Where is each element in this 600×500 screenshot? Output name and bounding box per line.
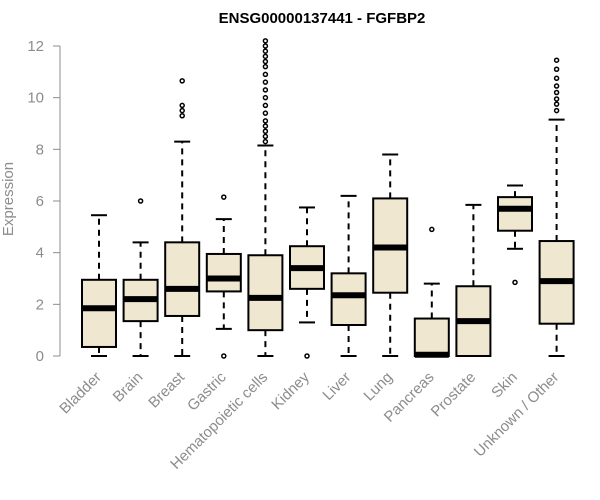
outlier-point [553,89,560,96]
outlier-point [262,58,269,65]
outlier-point [137,198,144,204]
x-tick-label: Breast [145,368,188,411]
outlier-point [262,118,269,124]
outlier-point [553,96,560,102]
box-group-lung [372,153,409,357]
iqr-box [81,278,117,348]
outlier-point [304,353,310,359]
outlier-point [262,53,269,60]
iqr-box [497,196,533,232]
outlier-point [262,87,269,93]
x-tick-label: Bladder [56,369,105,418]
y-tick-label: 12 [27,38,44,55]
y-tick-label: 10 [27,90,44,107]
outlier-point [262,102,269,109]
outlier-point [512,279,518,286]
x-tick-label: Kidney [268,368,313,413]
iqr-box [205,252,242,293]
outlier-point [262,71,269,78]
y-tick-label: 2 [36,296,44,313]
outlier-point [179,113,185,119]
outlier-point [262,123,269,129]
y-axis-title: Expression [0,162,17,236]
outlier-point [221,353,227,359]
y-tick-label: 6 [36,193,44,210]
box-group-unknown-other [538,57,575,357]
outlier-point [553,66,560,72]
iqr-box [164,241,201,317]
chart-title: ENSG00000137441 - FGFBP2 [219,10,426,27]
iqr-box [330,272,367,327]
outlier-point [262,79,269,85]
outlier-point [179,78,185,84]
outlier-point [262,138,269,145]
outlier-point [221,194,227,200]
outlier-point [429,226,435,233]
x-tick-label: Skin [488,369,521,402]
box-group-kidney [289,206,325,359]
outlier-point [553,57,560,63]
box-group-pancreas [413,226,450,358]
outlier-point [179,107,185,114]
box-group-liver [330,194,367,357]
outlier-point [262,43,269,49]
box-group-bladder [81,214,117,357]
outlier-point [262,63,269,70]
y-tick-label: 0 [36,348,44,365]
x-tick-label: Liver [319,369,354,404]
outlier-point [553,83,560,89]
outlier-point [262,94,269,101]
outlier-point [553,75,560,82]
box-group-hematopoietic-cells [247,38,284,357]
box-group-prostate [455,203,492,357]
x-tick-label: Lung [360,369,396,405]
box-group-brain [122,198,159,357]
outlier-point [179,102,185,109]
outlier-point [262,133,269,140]
outlier-point [553,101,560,107]
iqr-box [413,317,450,357]
x-tick-label: Brain [110,369,147,406]
y-tick-label: 8 [36,141,44,158]
outlier-point [262,48,269,54]
iqr-box [247,254,284,332]
y-tick-label: 4 [36,245,44,262]
box-group-gastric [205,194,242,359]
box-group-breast [164,78,201,357]
outlier-point [553,107,560,114]
outlier-point [262,38,269,44]
box-group-skin [497,184,533,286]
x-tick-label: Prostate [428,369,480,421]
plot-area [81,38,575,359]
outlier-point [262,110,269,116]
y-axis: 0 2 4 6 8 10 12 [27,38,61,365]
outlier-point [262,128,269,134]
